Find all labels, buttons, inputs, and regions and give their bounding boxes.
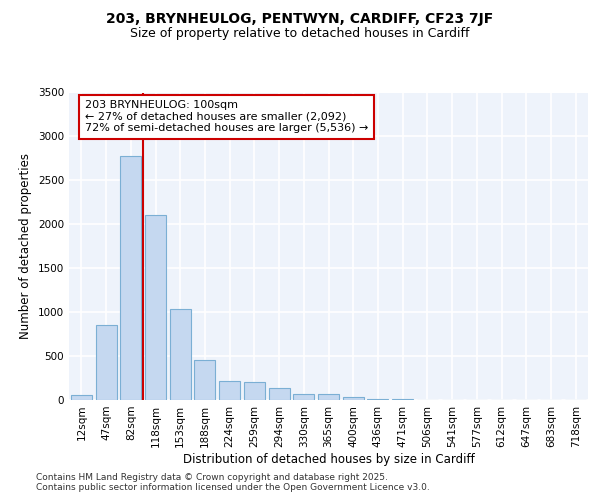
Bar	[244, 382, 265, 400]
Bar	[170, 308, 191, 400]
Bar	[71, 394, 92, 400]
Bar	[367, 398, 388, 400]
Bar	[145, 216, 166, 400]
Bar	[269, 388, 290, 400]
Text: 203 BRYNHEULOG: 100sqm
← 27% of detached houses are smaller (2,092)
72% of semi-: 203 BRYNHEULOG: 100sqm ← 27% of detached…	[85, 100, 368, 134]
Text: Contains HM Land Registry data © Crown copyright and database right 2025.
Contai: Contains HM Land Registry data © Crown c…	[36, 473, 430, 492]
Text: 203, BRYNHEULOG, PENTWYN, CARDIFF, CF23 7JF: 203, BRYNHEULOG, PENTWYN, CARDIFF, CF23 …	[106, 12, 494, 26]
Y-axis label: Number of detached properties: Number of detached properties	[19, 153, 32, 339]
Text: Size of property relative to detached houses in Cardiff: Size of property relative to detached ho…	[130, 28, 470, 40]
Bar	[318, 394, 339, 400]
Bar	[120, 156, 141, 400]
Bar	[293, 394, 314, 400]
Bar	[219, 381, 240, 400]
Bar	[95, 326, 116, 400]
Bar	[194, 360, 215, 400]
Bar	[343, 397, 364, 400]
X-axis label: Distribution of detached houses by size in Cardiff: Distribution of detached houses by size …	[182, 452, 475, 466]
